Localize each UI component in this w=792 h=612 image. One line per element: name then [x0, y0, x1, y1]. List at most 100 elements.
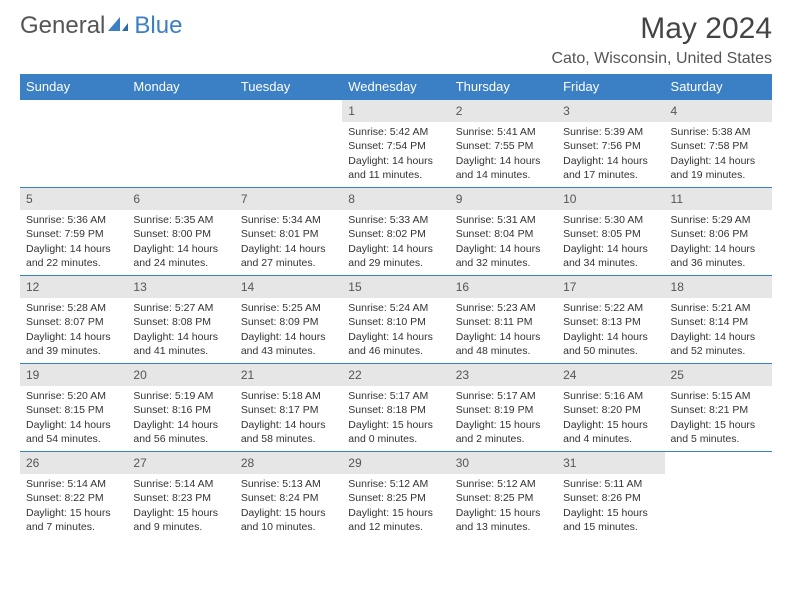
calendar-day-cell: 7Sunrise: 5:34 AMSunset: 8:01 PMDaylight…: [235, 188, 342, 276]
header: General Blue May 2024 Cato, Wisconsin, U…: [20, 12, 772, 68]
day-content: Sunrise: 5:14 AMSunset: 8:22 PMDaylight:…: [20, 474, 127, 538]
location-text: Cato, Wisconsin, United States: [551, 50, 772, 68]
daylight-text: Daylight: 14 hours and 19 minutes.: [671, 154, 766, 182]
sunset-text: Sunset: 8:18 PM: [348, 403, 443, 417]
day-number: 17: [557, 276, 664, 298]
sunset-text: Sunset: 8:25 PM: [348, 491, 443, 505]
sunrise-text: Sunrise: 5:42 AM: [348, 125, 443, 139]
calendar-day-cell: 16Sunrise: 5:23 AMSunset: 8:11 PMDayligh…: [450, 276, 557, 364]
sunset-text: Sunset: 7:56 PM: [563, 139, 658, 153]
day-content: Sunrise: 5:23 AMSunset: 8:11 PMDaylight:…: [450, 298, 557, 362]
day-content: Sunrise: 5:15 AMSunset: 8:21 PMDaylight:…: [665, 386, 772, 450]
daylight-text: Daylight: 14 hours and 27 minutes.: [241, 242, 336, 270]
sunset-text: Sunset: 8:06 PM: [671, 227, 766, 241]
month-title: May 2024: [551, 12, 772, 46]
day-content: Sunrise: 5:17 AMSunset: 8:18 PMDaylight:…: [342, 386, 449, 450]
day-number: 20: [127, 364, 234, 386]
day-number: 22: [342, 364, 449, 386]
calendar-week-row: 19Sunrise: 5:20 AMSunset: 8:15 PMDayligh…: [20, 364, 772, 452]
day-number: 19: [20, 364, 127, 386]
daylight-text: Daylight: 14 hours and 48 minutes.: [456, 330, 551, 358]
calendar-day-cell: 5Sunrise: 5:36 AMSunset: 7:59 PMDaylight…: [20, 188, 127, 276]
sunrise-text: Sunrise: 5:39 AM: [563, 125, 658, 139]
sunrise-text: Sunrise: 5:20 AM: [26, 389, 121, 403]
daylight-text: Daylight: 14 hours and 24 minutes.: [133, 242, 228, 270]
calendar-day-cell: 4Sunrise: 5:38 AMSunset: 7:58 PMDaylight…: [665, 100, 772, 188]
sunrise-text: Sunrise: 5:33 AM: [348, 213, 443, 227]
day-number: 28: [235, 452, 342, 474]
calendar-day-cell: 20Sunrise: 5:19 AMSunset: 8:16 PMDayligh…: [127, 364, 234, 452]
daylight-text: Daylight: 14 hours and 56 minutes.: [133, 418, 228, 446]
calendar-day-cell: 19Sunrise: 5:20 AMSunset: 8:15 PMDayligh…: [20, 364, 127, 452]
day-content: Sunrise: 5:17 AMSunset: 8:19 PMDaylight:…: [450, 386, 557, 450]
day-content: Sunrise: 5:19 AMSunset: 8:16 PMDaylight:…: [127, 386, 234, 450]
day-number: 31: [557, 452, 664, 474]
sunset-text: Sunset: 8:16 PM: [133, 403, 228, 417]
weekday-header: Saturday: [665, 74, 772, 100]
calendar-week-row: 1Sunrise: 5:42 AMSunset: 7:54 PMDaylight…: [20, 100, 772, 188]
sunrise-text: Sunrise: 5:14 AM: [133, 477, 228, 491]
sunrise-text: Sunrise: 5:25 AM: [241, 301, 336, 315]
day-content: Sunrise: 5:24 AMSunset: 8:10 PMDaylight:…: [342, 298, 449, 362]
daylight-text: Daylight: 14 hours and 11 minutes.: [348, 154, 443, 182]
day-number: 12: [20, 276, 127, 298]
sail-icon: [106, 15, 132, 37]
calendar-day-cell: 24Sunrise: 5:16 AMSunset: 8:20 PMDayligh…: [557, 364, 664, 452]
day-number: 18: [665, 276, 772, 298]
sunset-text: Sunset: 7:54 PM: [348, 139, 443, 153]
weekday-header: Wednesday: [342, 74, 449, 100]
day-number: 9: [450, 188, 557, 210]
day-number: 11: [665, 188, 772, 210]
sunrise-text: Sunrise: 5:31 AM: [456, 213, 551, 227]
day-number: 25: [665, 364, 772, 386]
sunrise-text: Sunrise: 5:15 AM: [671, 389, 766, 403]
sunrise-text: Sunrise: 5:13 AM: [241, 477, 336, 491]
daylight-text: Daylight: 15 hours and 4 minutes.: [563, 418, 658, 446]
daylight-text: Daylight: 14 hours and 36 minutes.: [671, 242, 766, 270]
daylight-text: Daylight: 14 hours and 43 minutes.: [241, 330, 336, 358]
calendar-day-cell: 30Sunrise: 5:12 AMSunset: 8:25 PMDayligh…: [450, 452, 557, 540]
sunrise-text: Sunrise: 5:30 AM: [563, 213, 658, 227]
calendar-day-cell: 27Sunrise: 5:14 AMSunset: 8:23 PMDayligh…: [127, 452, 234, 540]
daylight-text: Daylight: 14 hours and 22 minutes.: [26, 242, 121, 270]
daylight-text: Daylight: 15 hours and 9 minutes.: [133, 506, 228, 534]
sunrise-text: Sunrise: 5:16 AM: [563, 389, 658, 403]
sunset-text: Sunset: 8:14 PM: [671, 315, 766, 329]
weekday-header: Thursday: [450, 74, 557, 100]
sunset-text: Sunset: 8:24 PM: [241, 491, 336, 505]
calendar-week-row: 12Sunrise: 5:28 AMSunset: 8:07 PMDayligh…: [20, 276, 772, 364]
weekday-header: Sunday: [20, 74, 127, 100]
calendar-day-cell: 13Sunrise: 5:27 AMSunset: 8:08 PMDayligh…: [127, 276, 234, 364]
day-content: Sunrise: 5:25 AMSunset: 8:09 PMDaylight:…: [235, 298, 342, 362]
day-number: 13: [127, 276, 234, 298]
calendar-day-cell: 22Sunrise: 5:17 AMSunset: 8:18 PMDayligh…: [342, 364, 449, 452]
day-content: Sunrise: 5:41 AMSunset: 7:55 PMDaylight:…: [450, 122, 557, 186]
sunrise-text: Sunrise: 5:23 AM: [456, 301, 551, 315]
calendar-day-cell: [665, 452, 772, 540]
daylight-text: Daylight: 14 hours and 58 minutes.: [241, 418, 336, 446]
daylight-text: Daylight: 15 hours and 12 minutes.: [348, 506, 443, 534]
sunset-text: Sunset: 7:58 PM: [671, 139, 766, 153]
calendar-day-cell: [235, 100, 342, 188]
sunset-text: Sunset: 8:10 PM: [348, 315, 443, 329]
calendar-day-cell: 1Sunrise: 5:42 AMSunset: 7:54 PMDaylight…: [342, 100, 449, 188]
sunset-text: Sunset: 8:00 PM: [133, 227, 228, 241]
calendar-day-cell: [20, 100, 127, 188]
daylight-text: Daylight: 15 hours and 2 minutes.: [456, 418, 551, 446]
sunrise-text: Sunrise: 5:11 AM: [563, 477, 658, 491]
calendar-day-cell: 18Sunrise: 5:21 AMSunset: 8:14 PMDayligh…: [665, 276, 772, 364]
daylight-text: Daylight: 14 hours and 39 minutes.: [26, 330, 121, 358]
sunset-text: Sunset: 7:55 PM: [456, 139, 551, 153]
day-content: Sunrise: 5:18 AMSunset: 8:17 PMDaylight:…: [235, 386, 342, 450]
calendar-day-cell: 6Sunrise: 5:35 AMSunset: 8:00 PMDaylight…: [127, 188, 234, 276]
calendar-day-cell: 14Sunrise: 5:25 AMSunset: 8:09 PMDayligh…: [235, 276, 342, 364]
daylight-text: Daylight: 14 hours and 14 minutes.: [456, 154, 551, 182]
sunset-text: Sunset: 8:08 PM: [133, 315, 228, 329]
day-number: 15: [342, 276, 449, 298]
sunset-text: Sunset: 7:59 PM: [26, 227, 121, 241]
day-number: 3: [557, 100, 664, 122]
calendar-week-row: 26Sunrise: 5:14 AMSunset: 8:22 PMDayligh…: [20, 452, 772, 540]
day-number: 4: [665, 100, 772, 122]
sunset-text: Sunset: 8:20 PM: [563, 403, 658, 417]
day-content: Sunrise: 5:28 AMSunset: 8:07 PMDaylight:…: [20, 298, 127, 362]
